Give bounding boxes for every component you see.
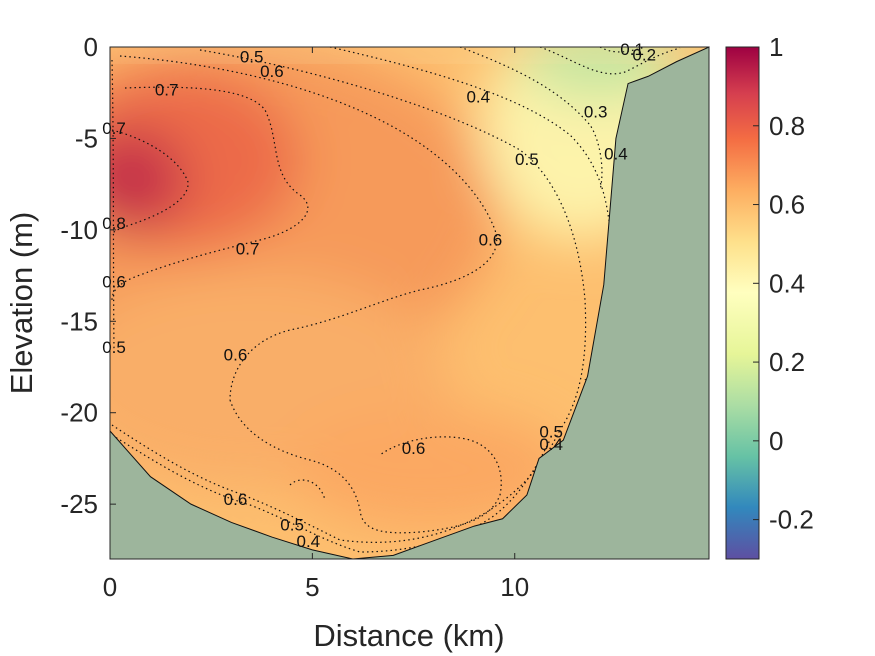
land-mask [109, 46, 710, 560]
y-axis-title: Elevation (m) [4, 212, 39, 395]
contour-0p4-lower [111, 434, 551, 553]
colorbar-tick-label-2: 0.6 [769, 190, 805, 220]
contour-labels: 0.10.20.30.40.40.40.40.50.50.50.50.50.60… [102, 40, 656, 551]
contour-label-12: 0.6 [260, 62, 284, 81]
y-tick-label-0: 0 [84, 32, 98, 62]
contour-label-2: 0.3 [584, 102, 608, 121]
contour-0p4-upper [329, 46, 613, 381]
contour-label-9: 0.5 [539, 422, 563, 441]
colorbar-tick-label-1: 0.8 [769, 111, 805, 141]
contour-0p2 [539, 46, 681, 75]
contour-label-8: 0.5 [515, 150, 539, 169]
colorbar-ticks: 1 0.8 0.6 0.4 0.2 0 -0.2 [753, 32, 814, 535]
colorbar [725, 46, 760, 560]
contour-label-13: 0.6 [479, 230, 503, 249]
heat-surface-layer [110, 47, 709, 61]
contour-label-18: 0.7 [155, 80, 179, 99]
heat-region-deep [290, 410, 570, 530]
contour-label-17: 0.6 [102, 272, 126, 291]
contour-label-0: 0.1 [620, 40, 644, 59]
y-tick-label-1: -5 [75, 123, 98, 153]
y-tick-label-2: -10 [60, 215, 98, 245]
contour-0p8 [111, 129, 189, 236]
colorbar-tick-label-0: 1 [769, 32, 783, 62]
x-axis-title: Distance (km) [313, 618, 504, 653]
contour-label-7: 0.5 [240, 47, 264, 66]
x-axis: 0 5 10 [103, 47, 529, 602]
colorbar-tick-label-6: -0.2 [769, 505, 814, 535]
x-tick-label-0: 0 [103, 572, 117, 602]
contour-label-20: 0.7 [102, 119, 126, 138]
contour-label-14: 0.6 [224, 346, 248, 365]
y-axis: 0 -5 -10 -15 -20 -25 [60, 32, 116, 519]
contour-label-3: 0.4 [466, 88, 490, 107]
contour-left-edge [111, 59, 115, 351]
contour-label-16: 0.6 [224, 490, 248, 509]
contour-label-5: 0.4 [539, 435, 563, 454]
contour-0p5-lower [111, 424, 561, 543]
colorbar-tick-label-4: 0.2 [769, 347, 805, 377]
contour-0p7-upper [111, 86, 309, 301]
colorbar-tick-label-3: 0.4 [769, 268, 805, 298]
contour-label-4: 0.4 [604, 144, 628, 163]
contour-label-6: 0.4 [296, 532, 320, 551]
contour-label-1: 0.2 [632, 46, 656, 65]
contour-label-21: 0.8 [102, 214, 126, 233]
contour-label-15: 0.6 [402, 439, 426, 458]
contour-lines [111, 46, 681, 553]
contour-label-10: 0.5 [280, 516, 304, 535]
y-tick-label-3: -15 [60, 306, 98, 336]
heat-region-max [110, 130, 185, 230]
plot-frame [109, 46, 710, 560]
x-tick-label-1: 5 [305, 572, 319, 602]
contour-label-11: 0.5 [102, 338, 126, 357]
y-tick-label-4: -20 [60, 398, 98, 428]
x-tick-label-2: 10 [500, 572, 529, 602]
y-tick-label-5: -25 [60, 489, 98, 519]
contour-label-19: 0.7 [236, 239, 260, 258]
colorbar-tick-label-5: 0 [769, 426, 783, 456]
contour-0p5-upper [199, 49, 587, 431]
